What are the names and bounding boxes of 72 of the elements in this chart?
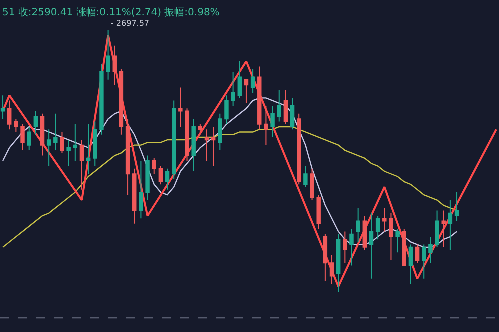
candlestick xyxy=(442,210,446,248)
candlestick xyxy=(350,228,354,266)
candlestick xyxy=(356,208,360,243)
candlestick xyxy=(402,228,406,266)
candlestick xyxy=(146,155,150,201)
candlestick xyxy=(158,166,164,186)
candlestick xyxy=(396,228,400,254)
candlestick xyxy=(192,118,196,172)
candlestick xyxy=(93,121,98,167)
candlestick xyxy=(66,140,71,167)
candlestick xyxy=(119,68,124,136)
candlestick xyxy=(376,216,380,240)
candlestick xyxy=(448,200,453,251)
candlestick xyxy=(126,118,130,196)
candlestick xyxy=(204,129,210,162)
candlestick xyxy=(382,208,387,232)
candlestick xyxy=(198,124,203,133)
candlestick xyxy=(415,244,420,264)
candlestick xyxy=(27,126,32,152)
candlestick xyxy=(258,66,262,130)
candlestick xyxy=(264,106,268,146)
candlestick xyxy=(435,210,440,248)
candlestick xyxy=(165,168,170,190)
candlestick xyxy=(172,100,176,180)
candlestick xyxy=(34,110,38,136)
candlestick xyxy=(0,95,6,120)
candlestick xyxy=(178,87,183,128)
candlestick xyxy=(428,236,433,264)
candlestick xyxy=(330,254,334,285)
candlestick xyxy=(304,166,308,188)
candlestick xyxy=(152,158,156,175)
candlestick xyxy=(336,234,341,292)
candlestick xyxy=(100,64,104,136)
candlestick xyxy=(54,113,58,152)
chart-title: 51 收:2590.41 涨幅:0.11%(2.74) 振幅:0.98% xyxy=(2,6,220,18)
candlestick xyxy=(250,68,256,94)
candlestick xyxy=(73,124,78,162)
candlestick xyxy=(369,212,374,280)
candlestick xyxy=(20,124,25,152)
candlestick xyxy=(389,212,394,262)
candlestick xyxy=(343,231,348,264)
candlestick xyxy=(277,90,282,122)
candlestick xyxy=(7,100,12,130)
candlestick xyxy=(40,113,45,156)
candlestick xyxy=(238,61,242,99)
candlestick xyxy=(270,106,275,138)
candlestick xyxy=(323,234,328,282)
candlestick xyxy=(231,72,236,107)
candlestick xyxy=(244,79,249,104)
candlestick xyxy=(112,45,117,86)
candlestick xyxy=(46,129,52,167)
candlestick xyxy=(80,140,84,190)
candlestick xyxy=(224,95,229,125)
candlestick xyxy=(454,192,460,222)
text: - 2697.57 xyxy=(111,19,150,28)
candlestick xyxy=(211,126,216,167)
candlestick xyxy=(297,113,302,186)
candlestick xyxy=(218,113,222,152)
candlestick xyxy=(139,160,144,220)
candlestick xyxy=(284,90,288,125)
candlestick xyxy=(316,194,321,230)
candlestick xyxy=(290,98,295,130)
candlestick xyxy=(310,168,314,201)
candlestick xyxy=(185,108,190,162)
candlestick xyxy=(362,216,368,251)
candlestick xyxy=(60,132,64,154)
candlestick xyxy=(106,30,110,80)
candlestick xyxy=(408,244,414,285)
candlestick xyxy=(132,168,137,224)
candlestick xyxy=(86,124,91,175)
candlestick xyxy=(422,244,426,280)
candlestick xyxy=(14,118,18,133)
